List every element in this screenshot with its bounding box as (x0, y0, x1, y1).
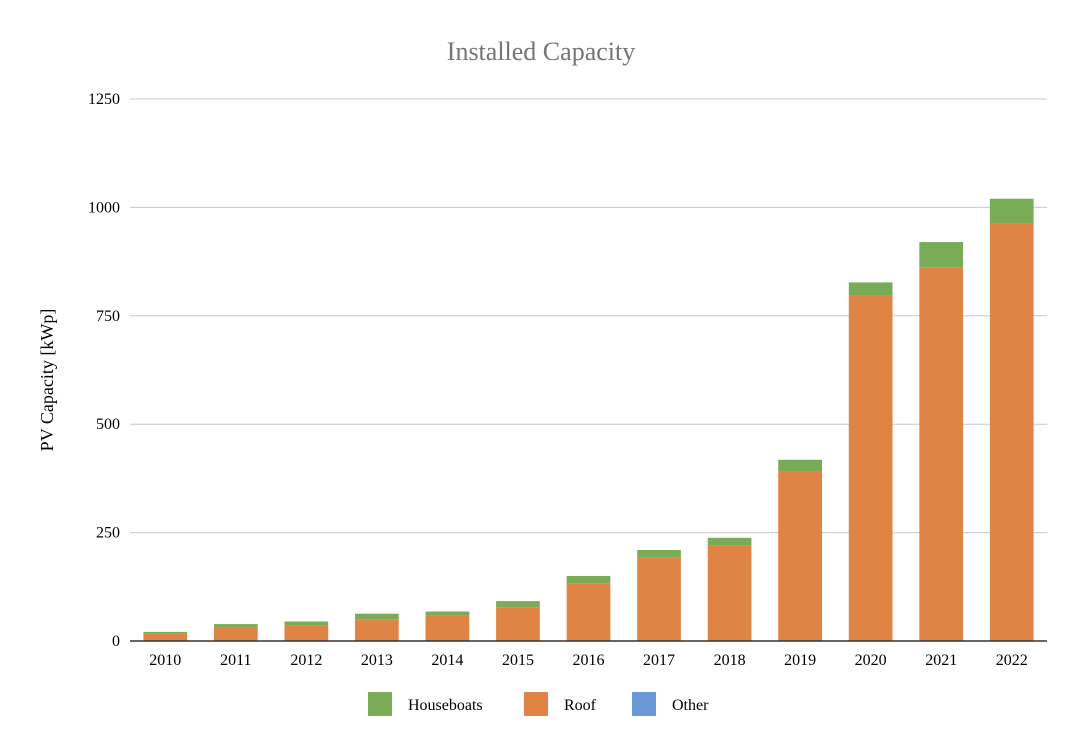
bar-roof-2010 (143, 633, 188, 641)
legend-swatch-houseboats (368, 692, 392, 716)
bar-roof-2018 (707, 545, 752, 641)
bar-houseboats-2017 (637, 549, 681, 558)
y-tick-label: 1250 (88, 91, 120, 108)
legend-label-houseboats: Houseboats (408, 697, 483, 714)
bar-houseboats-2020 (848, 282, 893, 296)
y-tick-label: 500 (96, 416, 120, 433)
bar-roof-2016 (566, 583, 611, 641)
x-tick-label: 2010 (149, 652, 181, 669)
x-tick-label: 2015 (502, 652, 534, 669)
bar-houseboats-2019 (778, 459, 822, 472)
bar-houseboats-2018 (707, 537, 752, 546)
bar-houseboats-2012 (284, 621, 329, 626)
x-tick-label: 2019 (784, 652, 816, 669)
legend-swatch-other (632, 692, 656, 716)
x-tick-label: 2017 (643, 652, 675, 669)
bar-roof-2017 (637, 557, 681, 641)
y-axis-title: PV Capacity [kWp] (37, 309, 57, 452)
x-tick-label: 2012 (290, 652, 322, 669)
bar-roof-2015 (496, 607, 540, 641)
bar-roof-2012 (284, 625, 329, 641)
x-axis-ticks: 2010 2011 2012 2013 2014 2015 2016 2017 2018 2019… (149, 652, 1027, 669)
bar-houseboats-2013 (355, 613, 399, 620)
gridlines (130, 98, 1047, 534)
x-tick-label: 2014 (431, 652, 463, 669)
bar-houseboats-2021 (919, 242, 964, 268)
y-tick-label: 1000 (88, 199, 120, 216)
legend: Houseboats Roof Other (368, 692, 709, 716)
bar-houseboats-2011 (213, 624, 258, 628)
x-tick-label: 2011 (220, 652, 251, 669)
legend-label-roof: Roof (564, 697, 597, 714)
bar-roof-2011 (213, 627, 258, 641)
bar-roof-2021 (919, 267, 964, 641)
y-tick-label: 0 (112, 633, 120, 650)
bar-roof-2020 (848, 295, 893, 641)
bar-roof-2013 (355, 619, 399, 641)
bar-houseboats-2010 (143, 631, 188, 634)
x-tick-label: 2018 (714, 652, 746, 669)
bar-houseboats-2022 (989, 198, 1034, 224)
bar-houseboats-2014 (425, 611, 470, 616)
x-tick-label: 2013 (361, 652, 393, 669)
bar-roof-2019 (778, 471, 822, 641)
y-tick-label: 750 (96, 308, 120, 325)
bar-houseboats-2015 (496, 601, 540, 608)
x-tick-label: 2016 (573, 652, 605, 669)
bar-roof-2022 (989, 223, 1034, 641)
legend-label-other: Other (672, 697, 709, 714)
chart-title: Installed Capacity (447, 37, 635, 66)
bar-roof-2014 (425, 615, 470, 641)
bars (143, 198, 1034, 641)
x-tick-label: 2020 (855, 652, 887, 669)
x-tick-label: 2022 (996, 652, 1028, 669)
y-tick-label: 250 (96, 525, 120, 542)
bar-houseboats-2016 (566, 575, 611, 584)
y-axis-ticks: 0 250 500 750 1000 1250 (88, 91, 120, 650)
legend-swatch-roof (524, 692, 548, 716)
x-tick-label: 2021 (925, 652, 957, 669)
